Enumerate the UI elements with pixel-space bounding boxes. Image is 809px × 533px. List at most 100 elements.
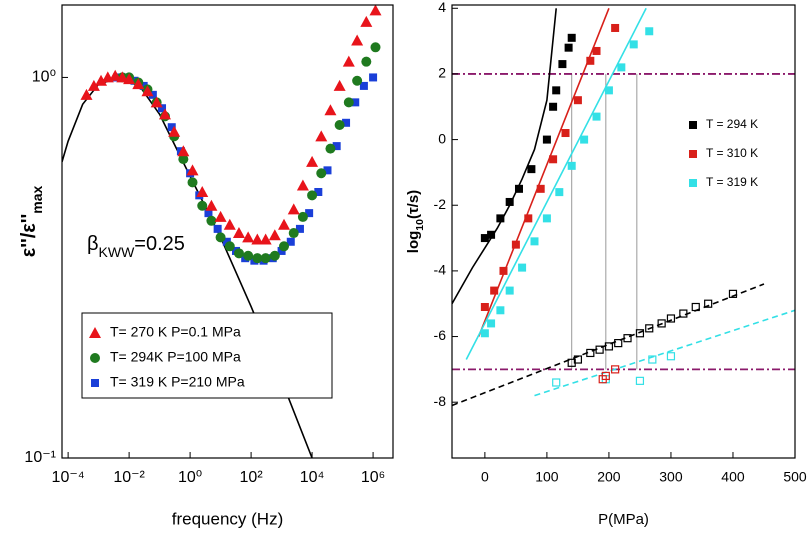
marker	[323, 166, 332, 175]
plot-frame	[451, 4, 796, 459]
marker	[635, 376, 645, 385]
x-axis-label: P(MPa)	[598, 511, 649, 528]
marker	[334, 119, 345, 130]
marker	[141, 85, 154, 97]
y-tick-label: 0	[438, 130, 446, 146]
marker	[251, 233, 264, 245]
marker	[260, 253, 271, 264]
marker	[325, 143, 336, 154]
y-tick-label: -2	[434, 196, 447, 212]
marker	[80, 88, 93, 100]
y-axis-label-part: 10	[414, 219, 426, 231]
x-axis-label: frequency (Hz)	[172, 509, 283, 528]
marker	[205, 199, 218, 211]
marker	[542, 214, 551, 223]
marker	[689, 121, 697, 129]
marker	[505, 286, 514, 295]
marker	[567, 161, 576, 170]
marker	[601, 371, 610, 381]
x-tick-label: 10⁰	[178, 469, 202, 486]
fit-line	[534, 309, 795, 397]
marker	[352, 75, 363, 86]
y-axis-label-part: ε''/ε''	[18, 214, 40, 258]
x-tick-label: 100	[535, 469, 559, 485]
legend-box	[81, 312, 333, 399]
marker	[645, 324, 654, 333]
marker	[277, 246, 286, 255]
legend-label: T= 319 K P=210 MPa	[110, 374, 245, 390]
marker	[666, 352, 676, 361]
marker	[243, 250, 254, 261]
marker	[132, 78, 145, 90]
legend-label: T= 294K P=100 MPa	[110, 349, 241, 365]
marker	[567, 33, 576, 42]
x-tick-label: 10⁶	[361, 469, 385, 486]
marker	[635, 329, 645, 338]
marker	[623, 334, 632, 343]
plot-frame	[61, 4, 394, 459]
marker	[206, 215, 217, 226]
marker	[305, 209, 314, 218]
x-tick-label: 10⁻²	[113, 469, 145, 486]
marker	[177, 145, 190, 157]
marker	[259, 233, 272, 245]
marker	[542, 135, 551, 144]
marker	[252, 253, 263, 264]
marker	[611, 23, 620, 32]
marker	[561, 129, 570, 138]
marker	[95, 74, 108, 86]
marker	[342, 55, 355, 67]
marker	[648, 355, 657, 364]
marker	[204, 209, 213, 218]
legend-label: T = 310 K	[706, 146, 758, 160]
x-tick-label: 400	[721, 469, 745, 485]
marker	[573, 355, 583, 364]
y-axis-label: log10(τ/s)	[405, 190, 426, 253]
y-tick-label: -8	[434, 393, 447, 409]
marker	[123, 73, 136, 85]
marker	[91, 379, 99, 387]
marker	[89, 327, 101, 338]
legend-label: T = 319 K	[706, 175, 758, 189]
marker	[511, 240, 520, 249]
marker	[269, 250, 280, 261]
marker	[514, 184, 523, 193]
marker	[552, 378, 561, 387]
marker	[316, 168, 327, 179]
marker	[332, 142, 341, 151]
y-axis-label-part: log	[405, 231, 422, 254]
marker	[580, 135, 589, 144]
plot-area	[452, 7, 795, 407]
marker	[351, 98, 360, 107]
marker	[586, 348, 595, 358]
marker	[196, 185, 209, 197]
marker	[343, 97, 354, 108]
marker	[324, 104, 337, 116]
fit-line	[452, 8, 557, 305]
marker	[87, 79, 100, 91]
marker	[187, 177, 198, 188]
x-tick-label: 300	[659, 469, 683, 485]
marker	[288, 228, 299, 239]
marker	[549, 155, 558, 164]
marker	[223, 218, 236, 230]
plot-area	[62, 5, 382, 458]
marker	[268, 229, 281, 241]
marker	[139, 81, 148, 90]
marker	[505, 197, 514, 206]
marker	[691, 302, 700, 312]
marker	[232, 227, 245, 239]
marker	[592, 112, 601, 121]
marker	[306, 155, 319, 167]
marker	[499, 266, 508, 275]
marker	[233, 248, 244, 259]
marker	[148, 90, 157, 99]
marker	[558, 60, 567, 69]
x-tick-label: 0	[481, 469, 489, 485]
marker	[222, 237, 231, 246]
marker	[549, 102, 558, 111]
x-tick-label: 200	[597, 469, 621, 485]
marker	[689, 150, 697, 158]
fit-line	[62, 76, 313, 458]
marker	[167, 123, 176, 132]
